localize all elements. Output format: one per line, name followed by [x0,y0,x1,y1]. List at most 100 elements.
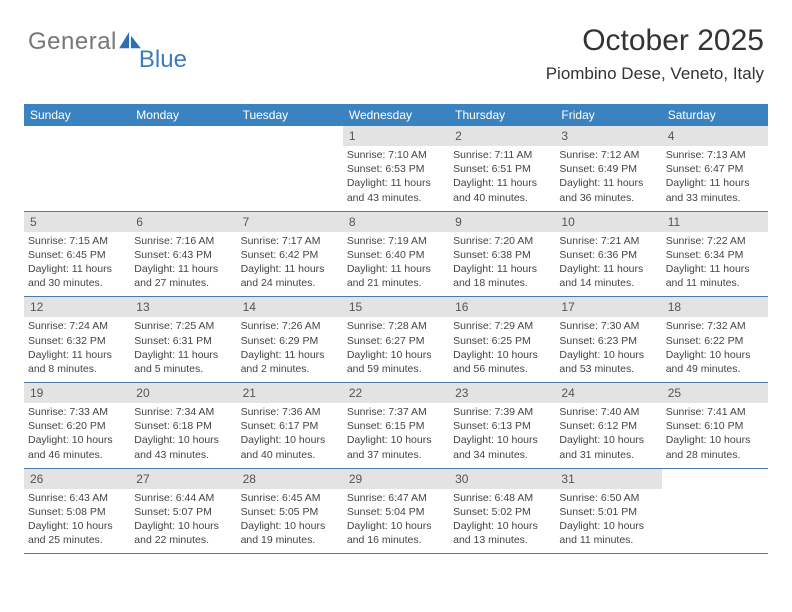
day-cell [662,469,768,554]
daylight-text: Daylight: 10 hours and 37 minutes. [347,433,445,461]
dow-mon: Monday [130,108,236,122]
daylight-text: Daylight: 11 hours and 30 minutes. [28,262,126,290]
day-cell: 12 Sunrise: 7:24 AMSunset: 6:32 PMDayligh… [24,297,130,382]
sunset-text: Sunset: 6:42 PM [241,248,339,262]
week-row: 19Sunrise: 7:33 AMSunset: 6:20 PMDayligh… [24,383,768,469]
sunrise-text: Sunrise: 6:43 AM [28,491,126,505]
daylight-text: Daylight: 10 hours and 31 minutes. [559,433,657,461]
sunset-text: Sunset: 6:22 PM [666,334,764,348]
day-cell: 21Sunrise: 7:36 AMSunset: 6:17 PMDayligh… [237,383,343,468]
day-cell: 8 Sunrise: 7:19 AMSunset: 6:40 PMDaylight… [343,212,449,297]
day-cell: 26Sunrise: 6:43 AMSunset: 5:08 PMDayligh… [24,469,130,554]
day-number: 28 [237,469,343,489]
sunset-text: Sunset: 6:13 PM [453,419,551,433]
sunset-text: Sunset: 6:29 PM [241,334,339,348]
sunset-text: Sunset: 6:40 PM [347,248,445,262]
day-cell: 10Sunrise: 7:21 AMSunset: 6:36 PMDayligh… [555,212,661,297]
sunset-text: Sunset: 6:23 PM [559,334,657,348]
sunrise-text: Sunrise: 7:39 AM [453,405,551,419]
dow-fri: Friday [555,108,661,122]
sunrise-text: Sunrise: 7:10 AM [347,148,445,162]
sunset-text: Sunset: 6:32 PM [28,334,126,348]
sunrise-text: Sunrise: 7:15 AM [28,234,126,248]
week-row: 5Sunrise: 7:15 AMSunset: 6:45 PMDaylight… [24,212,768,298]
day-number: 27 [130,469,236,489]
sunset-text: Sunset: 6:49 PM [559,162,657,176]
sunrise-text: Sunrise: 7:11 AM [453,148,551,162]
day-number: 20 [130,383,236,403]
calendar: Sunday Monday Tuesday Wednesday Thursday… [24,104,768,554]
daylight-text: Daylight: 10 hours and 53 minutes. [559,348,657,376]
sunset-text: Sunset: 6:10 PM [666,419,764,433]
day-cell: 9Sunrise: 7:20 AMSunset: 6:38 PMDaylight… [449,212,555,297]
sunrise-text: Sunrise: 7:30 AM [559,319,657,333]
day-number: 9 [449,212,555,232]
dow-header: Sunday Monday Tuesday Wednesday Thursday… [24,104,768,126]
day-cell: 27Sunrise: 6:44 AMSunset: 5:07 PMDayligh… [130,469,236,554]
day-cell: 29Sunrise: 6:47 AMSunset: 5:04 PMDayligh… [343,469,449,554]
daylight-text: Daylight: 11 hours and 5 minutes. [134,348,232,376]
sunset-text: Sunset: 6:36 PM [559,248,657,262]
sunrise-text: Sunrise: 7:17 AM [241,234,339,248]
sunrise-text: Sunrise: 7:24 AM [28,319,126,333]
sunrise-text: Sunrise: 6:50 AM [559,491,657,505]
day-number: 30 [449,469,555,489]
daylight-text: Daylight: 10 hours and 43 minutes. [134,433,232,461]
daylight-text: Daylight: 10 hours and 46 minutes. [28,433,126,461]
dow-tue: Tuesday [237,108,343,122]
brand-part1: General [28,28,117,56]
day-cell: 7Sunrise: 7:17 AMSunset: 6:42 PMDaylight… [237,212,343,297]
day-number: 4 [662,126,768,146]
day-number: 12 [24,297,130,317]
sunrise-text: Sunrise: 7:41 AM [666,405,764,419]
sunrise-text: Sunrise: 7:29 AM [453,319,551,333]
day-cell: 2Sunrise: 7:11 AMSunset: 6:51 PMDaylight… [449,126,555,211]
daylight-text: Daylight: 11 hours and 2 minutes. [241,348,339,376]
daylight-text: Daylight: 10 hours and 56 minutes. [453,348,551,376]
day-number [662,469,768,489]
day-number: 11 [662,212,768,232]
day-number: 14 [237,297,343,317]
day-cell: 11Sunrise: 7:22 AMSunset: 6:34 PMDayligh… [662,212,768,297]
day-number: 10 [555,212,661,232]
sunrise-text: Sunrise: 7:40 AM [559,405,657,419]
sunset-text: Sunset: 6:18 PM [134,419,232,433]
day-cell: 18Sunrise: 7:32 AMSunset: 6:22 PMDayligh… [662,297,768,382]
daylight-text: Daylight: 11 hours and 8 minutes. [28,348,126,376]
day-number [24,126,130,146]
sunrise-text: Sunrise: 7:32 AM [666,319,764,333]
day-number: 5 [24,212,130,232]
sunrise-text: Sunrise: 7:34 AM [134,405,232,419]
daylight-text: Daylight: 10 hours and 34 minutes. [453,433,551,461]
sunrise-text: Sunrise: 7:36 AM [241,405,339,419]
location: Piombino Dese, Veneto, Italy [546,64,764,84]
day-cell: 22Sunrise: 7:37 AMSunset: 6:15 PMDayligh… [343,383,449,468]
daylight-text: Daylight: 10 hours and 16 minutes. [347,519,445,547]
day-cell: 23Sunrise: 7:39 AMSunset: 6:13 PMDayligh… [449,383,555,468]
sunset-text: Sunset: 5:08 PM [28,505,126,519]
sail-icon [119,32,141,50]
day-cell: 24Sunrise: 7:40 AMSunset: 6:12 PMDayligh… [555,383,661,468]
day-cell: 17Sunrise: 7:30 AMSunset: 6:23 PMDayligh… [555,297,661,382]
sunset-text: Sunset: 5:07 PM [134,505,232,519]
sunset-text: Sunset: 6:25 PM [453,334,551,348]
sunrise-text: Sunrise: 7:16 AM [134,234,232,248]
day-cell: 20 Sunrise: 7:34 AMSunset: 6:18 PMDayligh… [130,383,236,468]
sunset-text: Sunset: 6:15 PM [347,419,445,433]
day-number: 26 [24,469,130,489]
dow-thu: Thursday [449,108,555,122]
day-number: 15 [343,297,449,317]
day-number: 8 [343,212,449,232]
daylight-text: Daylight: 11 hours and 36 minutes. [559,176,657,204]
daylight-text: Daylight: 11 hours and 11 minutes. [666,262,764,290]
dow-wed: Wednesday [343,108,449,122]
daylight-text: Daylight: 10 hours and 49 minutes. [666,348,764,376]
day-number: 29 [343,469,449,489]
day-number [237,126,343,146]
daylight-text: Daylight: 11 hours and 21 minutes. [347,262,445,290]
daylight-text: Daylight: 10 hours and 28 minutes. [666,433,764,461]
brand-logo: General Blue [28,28,189,56]
day-cell: 5Sunrise: 7:15 AMSunset: 6:45 PMDaylight… [24,212,130,297]
sunrise-text: Sunrise: 7:19 AM [347,234,445,248]
day-number: 24 [555,383,661,403]
